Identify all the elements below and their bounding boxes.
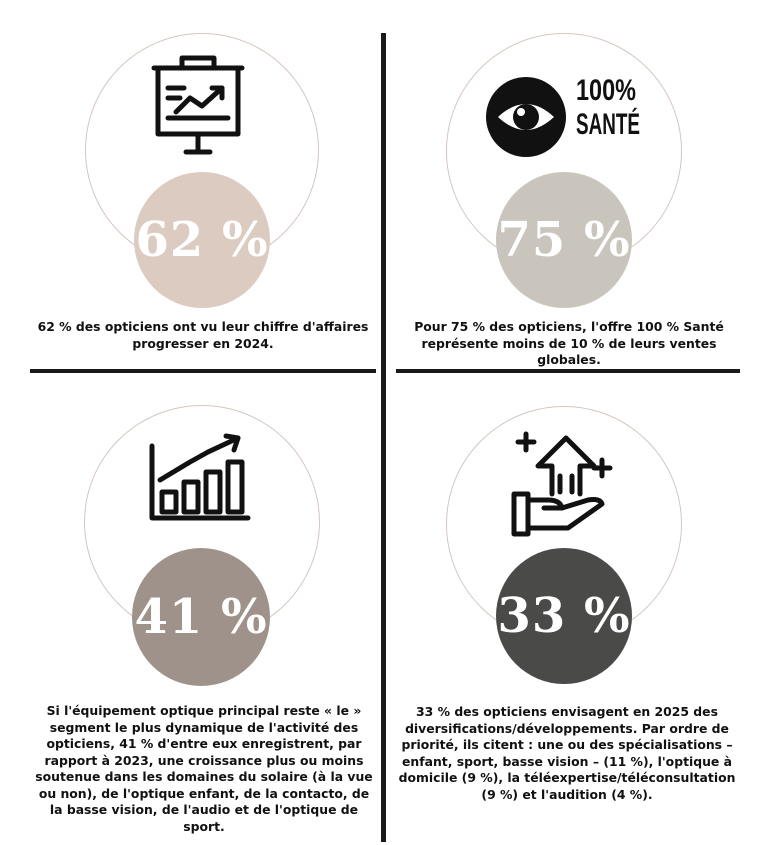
stat-41-circle: 41 %	[132, 548, 270, 686]
hand-growth-arrow-icon	[511, 431, 613, 537]
presentation-board-chart-icon	[151, 55, 245, 155]
caption-chiffre-affaires: 62 % des opticiens ont vu leur chiffre d…	[37, 319, 369, 351]
svg-text:SANTÉ: SANTÉ	[576, 107, 640, 140]
stat-33-value: 33 %	[497, 588, 631, 644]
stat-41-value: 41 %	[134, 589, 268, 645]
sante-100-logo: 100% SANTÉ	[576, 74, 640, 140]
svg-text:100%: 100%	[576, 74, 636, 107]
stat-33-circle: 33 %	[496, 548, 632, 684]
growth-bar-chart-icon	[149, 433, 251, 521]
horizontal-divider-right	[396, 369, 740, 373]
vertical-divider	[381, 33, 386, 842]
horizontal-divider-left	[30, 369, 376, 373]
caption-offre-sante: Pour 75 % des opticiens, l'offre 100 % S…	[414, 319, 724, 367]
eye-icon	[486, 77, 566, 157]
stat-75-circle: 75 %	[496, 172, 632, 308]
stat-62-value: 62 %	[135, 212, 269, 268]
stat-62-circle: 62 %	[134, 172, 270, 308]
caption-croissance: Si l'équipement optique principal reste …	[35, 703, 373, 834]
stat-75-value: 75 %	[497, 212, 631, 268]
caption-diversifications: 33 % des opticiens envisagent en 2025 de…	[398, 704, 736, 802]
